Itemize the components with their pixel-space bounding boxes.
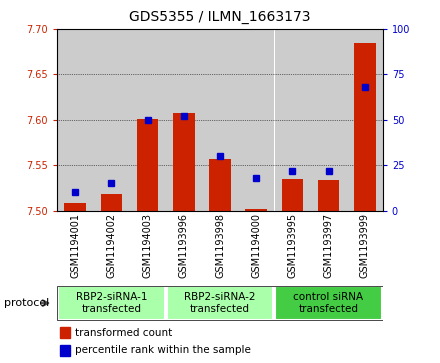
Bar — [274, 29, 275, 211]
Bar — [60, 345, 70, 356]
Bar — [167, 286, 273, 320]
Bar — [318, 180, 339, 211]
Text: percentile rank within the sample: percentile rank within the sample — [75, 345, 251, 355]
Bar — [354, 43, 376, 211]
Bar — [275, 286, 382, 320]
Text: protocol: protocol — [4, 298, 50, 308]
Text: RBP2-siRNA-2
transfected: RBP2-siRNA-2 transfected — [184, 292, 256, 314]
Text: transformed count: transformed count — [75, 328, 172, 338]
Bar — [274, 29, 311, 211]
Text: control siRNA
transfected: control siRNA transfected — [293, 292, 363, 314]
Bar — [166, 29, 202, 211]
Text: RBP2-siRNA-1
transfected: RBP2-siRNA-1 transfected — [76, 292, 147, 314]
Title: GDS5355 / ILMN_1663173: GDS5355 / ILMN_1663173 — [129, 10, 311, 24]
Bar — [129, 29, 166, 211]
Bar — [347, 29, 383, 211]
Bar — [246, 209, 267, 211]
Bar — [238, 29, 274, 211]
Bar — [282, 179, 303, 211]
Bar — [57, 29, 93, 211]
Bar — [311, 29, 347, 211]
Bar — [137, 119, 158, 211]
Bar — [173, 113, 194, 211]
Bar — [101, 194, 122, 211]
Bar — [93, 29, 129, 211]
Bar — [60, 327, 70, 338]
Bar — [202, 29, 238, 211]
Bar — [209, 159, 231, 211]
Bar — [58, 286, 165, 320]
Bar — [64, 203, 86, 211]
